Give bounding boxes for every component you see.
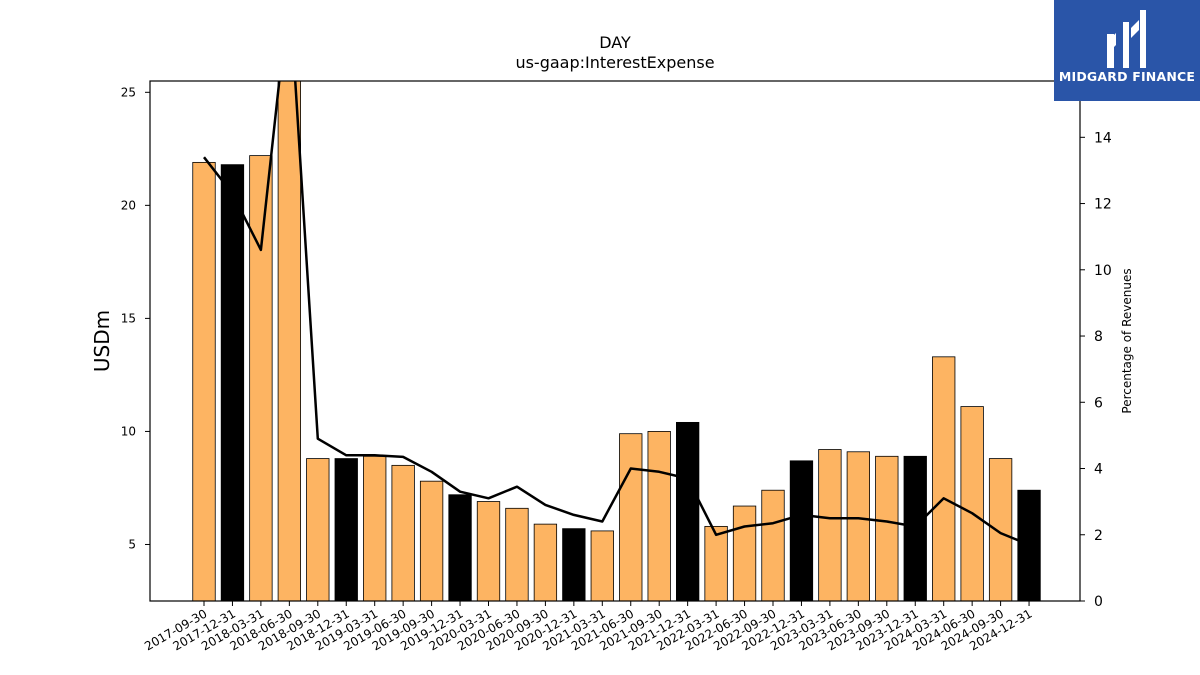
percentage-line	[203, 81, 1030, 546]
bar-2018-12-31	[334, 458, 358, 601]
bar-2023-06-30	[846, 451, 870, 601]
x-axis-ticks: 2017-09-302017-12-312018-03-312018-06-30…	[142, 601, 1035, 653]
bar-2024-06-30	[960, 406, 984, 601]
y2-tick-label: 6	[1094, 395, 1103, 411]
y2-tick-label: 4	[1094, 462, 1103, 478]
line-group	[203, 81, 1030, 546]
y-tick-label: 5	[128, 537, 136, 551]
bar-group	[192, 81, 1041, 601]
bar-2022-06-30	[732, 505, 757, 601]
bar-2024-09-30	[988, 458, 1013, 601]
bar-2019-12-31	[448, 494, 472, 601]
bar-2019-03-31	[363, 455, 387, 601]
y2-axis-label: Percentage of Revenues	[1120, 268, 1134, 413]
chart-subtitle: us-gaap:InterestExpense	[515, 53, 714, 72]
bar-2018-09-30	[306, 458, 330, 601]
bar-2021-09-30	[647, 431, 671, 601]
bar-2023-03-31	[818, 449, 842, 601]
bar-2024-12-31	[1017, 489, 1041, 601]
chart-title: DAY	[599, 33, 631, 52]
bar-2022-09-30	[761, 489, 785, 601]
midgard-logo-icon	[1107, 10, 1146, 68]
y2-tick-label: 10	[1094, 263, 1112, 279]
bar-2020-03-31	[476, 501, 501, 601]
bar-2021-03-31	[590, 530, 614, 601]
bar-2018-03-31	[249, 155, 273, 601]
bar-2017-12-31	[220, 164, 245, 601]
bar-2019-09-30	[419, 480, 444, 601]
plot-frame	[149, 80, 1081, 602]
bar-2020-09-30	[533, 523, 558, 601]
y2-tick-label: 14	[1094, 130, 1112, 146]
bar-2022-03-31	[704, 525, 728, 601]
logo-text: MIDGARD FINANCE	[1058, 69, 1196, 84]
y2-tick-label: 12	[1094, 197, 1112, 213]
y2-tick-label: 2	[1094, 528, 1103, 544]
bar-2018-06-30	[277, 81, 302, 601]
y-tick-label: 10	[121, 424, 136, 438]
y2-tick-label: 0	[1094, 594, 1103, 610]
bar-2024-03-31	[932, 356, 956, 601]
y-tick-label: 20	[121, 198, 136, 212]
y-axis-label: USDm	[90, 310, 114, 372]
bar-2023-09-30	[875, 455, 899, 601]
y-tick-label: 15	[121, 311, 136, 325]
bar-2023-12-31	[903, 455, 927, 601]
y2-tick-label: 8	[1094, 329, 1103, 345]
right-axis-ticks: 0 2 4 6 8 10 12 14	[1080, 130, 1112, 610]
bar-2020-12-31	[562, 528, 586, 601]
bar-2021-06-30	[619, 433, 643, 601]
y-tick-label: 25	[121, 85, 136, 99]
brand-logo: MIDGARD FINANCE	[1054, 0, 1200, 101]
left-axis-ticks: 5 10 15 20 25	[121, 85, 150, 551]
bar-2022-12-31	[789, 460, 814, 601]
bar-2017-09-30	[192, 161, 216, 601]
bar-2019-06-30	[391, 464, 415, 601]
bar-2021-12-31	[676, 421, 700, 601]
bar-2020-06-30	[505, 507, 529, 601]
